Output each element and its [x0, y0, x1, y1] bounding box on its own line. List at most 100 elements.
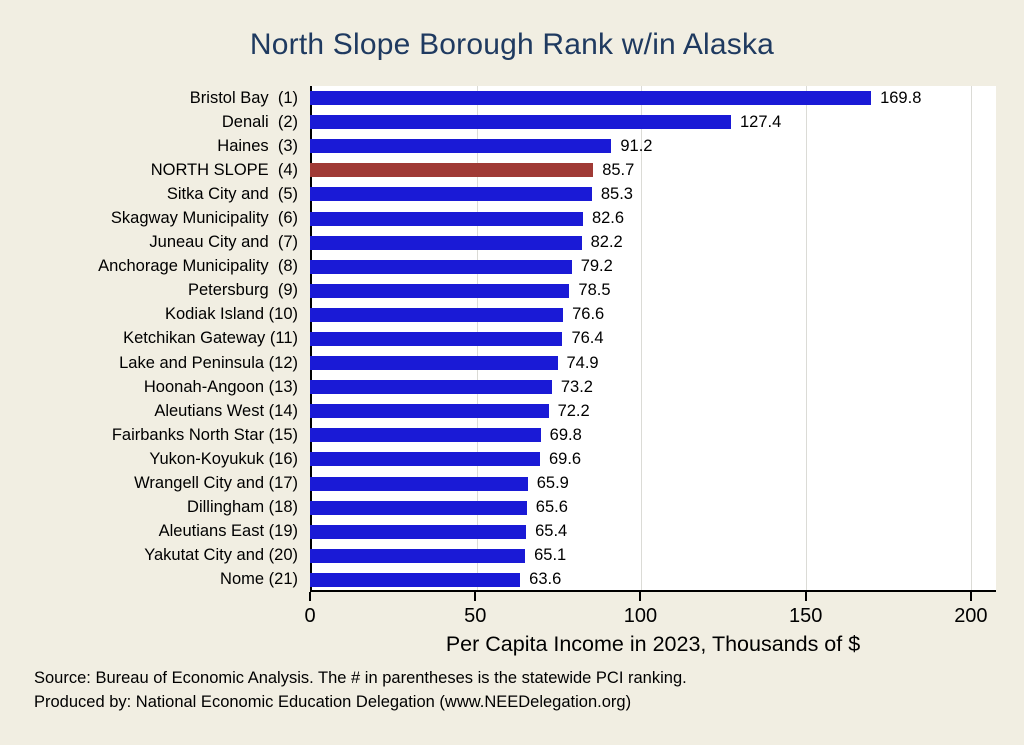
value-label: 63.6	[529, 570, 562, 589]
chart-title: North Slope Borough Rank w/in Alaska	[249, 28, 775, 61]
bar	[310, 524, 527, 539]
value-label: 72.2	[557, 401, 590, 420]
x-tick-label: 50	[464, 605, 487, 627]
bar	[310, 572, 521, 587]
value-label: 76.6	[572, 305, 605, 324]
x-axis: 0 50 100 150 200	[304, 592, 996, 637]
bar-area: 127.4	[310, 113, 996, 132]
gridline	[641, 86, 643, 590]
bar-area: 74.9	[310, 354, 996, 373]
bar-area: 91.2	[310, 137, 996, 156]
category-label: Skagway Municipality (6)	[110, 209, 298, 228]
bar-row: Wrangell City and (17) 65.9	[0, 472, 1024, 496]
bar-area: 65.9	[310, 474, 996, 493]
bar-area: 82.2	[310, 233, 996, 252]
category-label: Aleutians East (19)	[158, 522, 298, 541]
value-label: 76.4	[571, 329, 604, 348]
value-label: 69.6	[548, 449, 582, 468]
bar-area: 82.6	[310, 209, 996, 228]
category-label: Lake and Peninsula (12)	[119, 353, 298, 372]
bar	[310, 211, 583, 226]
bar-area: 65.4	[310, 522, 996, 541]
bar	[310, 356, 558, 371]
bar	[310, 283, 570, 298]
footer-source: Source: Bureau of Economic Analysis. The…	[34, 669, 687, 687]
bar-area: 65.1	[310, 546, 996, 565]
bar-row: Haines (3) 91.2	[0, 134, 1024, 158]
bar	[310, 187, 592, 202]
category-label: Sitka City and (5)	[166, 184, 298, 203]
bar-row: Sitka City and (5) 85.3	[0, 182, 1024, 206]
category-label: Fairbanks North Star (15)	[111, 425, 298, 444]
category-label: Bristol Bay (1)	[189, 88, 298, 107]
bar	[310, 331, 563, 346]
value-label: 78.5	[578, 281, 611, 300]
bar	[310, 380, 552, 395]
x-axis-label: Per Capita Income in 2023, Thousands of …	[445, 632, 861, 656]
value-label: 65.9	[536, 474, 569, 493]
bar	[310, 259, 572, 274]
bar-row: Aleutians East (19) 65.4	[0, 520, 1024, 544]
value-label: 73.2	[560, 377, 593, 396]
category-label: Yakutat City and (20)	[144, 546, 298, 565]
bar-rows: Bristol Bay (1) 169.8 Denali (2) 127.4 Haine…	[0, 86, 1024, 592]
bar-area: 169.8	[310, 89, 996, 108]
bar-area: 69.8	[310, 426, 996, 445]
bar	[310, 307, 564, 322]
category-label: Anchorage Municipality (8)	[98, 257, 298, 276]
value-label: 85.3	[600, 184, 633, 203]
x-tick-label: 0	[304, 605, 316, 627]
value-label: 74.9	[566, 353, 599, 372]
value-label: 65.1	[534, 546, 567, 565]
value-label: 82.2	[590, 233, 623, 252]
value-label: 91.2	[620, 136, 653, 155]
bar	[310, 500, 527, 515]
x-tick-mark	[474, 592, 477, 601]
x-tick-mark	[309, 592, 311, 601]
bar-row: Fairbanks North Star (15) 69.8	[0, 423, 1024, 447]
x-tick-mark	[969, 592, 972, 601]
bar	[310, 115, 731, 130]
category-label: NORTH SLOPE (4)	[150, 160, 298, 179]
gridline	[970, 86, 972, 590]
x-tick-mark	[804, 592, 807, 601]
bar-row: Bristol Bay (1) 169.8	[0, 86, 1024, 110]
bar	[310, 452, 540, 467]
bar-area: 65.6	[310, 498, 996, 517]
category-label: Yukon-Koyukuk (16)	[149, 449, 298, 468]
category-label: Dillingham (18)	[187, 498, 298, 517]
x-tick-label: 200	[954, 605, 988, 627]
value-label: 85.7	[602, 160, 635, 179]
bar-row: Denali (2) 127.4	[0, 110, 1024, 134]
category-label: Ketchikan Gateway (11)	[123, 329, 298, 348]
gridline	[806, 86, 808, 590]
bar	[310, 91, 872, 106]
bar	[310, 139, 612, 154]
bar-area: 76.4	[310, 329, 996, 348]
value-label: 69.8	[549, 425, 582, 444]
category-label: Denali (2)	[221, 112, 298, 131]
category-label: Aleutians West (14)	[154, 401, 298, 420]
category-label: Juneau City and (7)	[149, 233, 298, 252]
highlight-bar	[310, 163, 594, 178]
bar-row: Ketchikan Gateway (11) 76.4	[0, 327, 1024, 351]
bar-row: Yukon-Koyukuk (16) 69.6	[0, 447, 1024, 471]
bar-row: Anchorage Municipality (8) 79.2	[0, 255, 1024, 279]
x-tick-mark	[639, 592, 642, 601]
category-label: Haines (3)	[217, 136, 298, 155]
value-label: 127.4	[739, 112, 782, 131]
bar-row: Hoonah-Angoon (13) 73.2	[0, 375, 1024, 399]
bar-row: Juneau City and (7) 82.2	[0, 231, 1024, 255]
bar-area: 78.5	[310, 281, 996, 300]
bar	[310, 404, 549, 419]
bar-area: 76.6	[310, 305, 996, 324]
value-label: 79.2	[580, 257, 613, 276]
bar-row: Nome (21) 63.6	[0, 568, 1024, 592]
x-tick-label: 150	[788, 605, 823, 627]
bar-row: Aleutians West (14) 72.2	[0, 399, 1024, 423]
bar-area: 63.6	[310, 570, 996, 589]
value-label: 65.6	[535, 498, 568, 517]
bar-row: Skagway Municipality (6) 82.6	[0, 206, 1024, 230]
bar	[310, 476, 528, 491]
category-label: Nome (21)	[220, 570, 298, 589]
